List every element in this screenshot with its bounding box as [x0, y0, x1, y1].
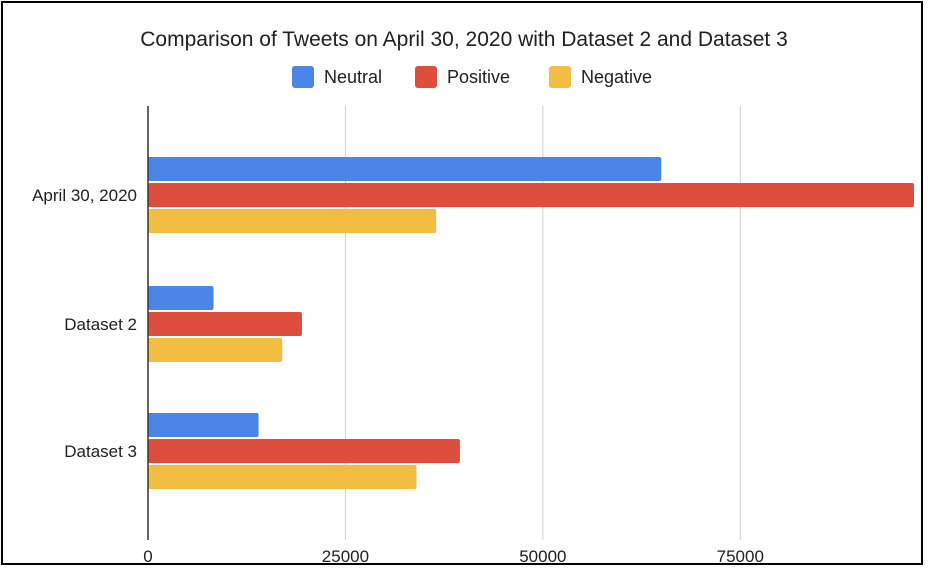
legend-swatch-neutral [292, 66, 314, 88]
legend-item-negative: Negative [549, 66, 652, 88]
y-category-label: Dataset 3 [64, 442, 137, 461]
bar-layer [148, 157, 914, 489]
chart-title: Comparison of Tweets on April 30, 2020 w… [140, 28, 788, 51]
bar-negative-0 [148, 209, 437, 233]
bar-neutral-2 [148, 413, 259, 437]
label-layer: 0 25000 50000 75000 April 30, 2020 Dataset 2 D… [32, 186, 764, 566]
legend-label-positive: Positive [447, 66, 511, 87]
bar-positive-0 [148, 183, 914, 207]
bar-positive-2 [148, 439, 460, 463]
legend-swatch-positive [415, 66, 437, 88]
legend-swatch-negative [549, 66, 571, 88]
legend-item-positive: Positive [415, 66, 510, 88]
legend-label-negative: Negative [581, 66, 653, 87]
x-tick-label: 0 [143, 547, 152, 566]
legend-item-neutral: Neutral [292, 66, 382, 88]
bar-neutral-1 [148, 286, 214, 310]
bar-negative-2 [148, 465, 417, 489]
y-category-label: Dataset 2 [64, 315, 137, 334]
chart-legend: Neutral Positive Negative [0, 66, 928, 90]
y-category-label: April 30, 2020 [32, 186, 137, 205]
x-tick-label: 25000 [322, 547, 369, 566]
x-tick-label: 50000 [519, 547, 566, 566]
bar-neutral-0 [148, 157, 662, 181]
legend-label-neutral: Neutral [324, 66, 383, 87]
bar-positive-1 [148, 312, 302, 336]
bar-negative-1 [148, 338, 283, 362]
x-tick-label: 75000 [717, 547, 764, 566]
